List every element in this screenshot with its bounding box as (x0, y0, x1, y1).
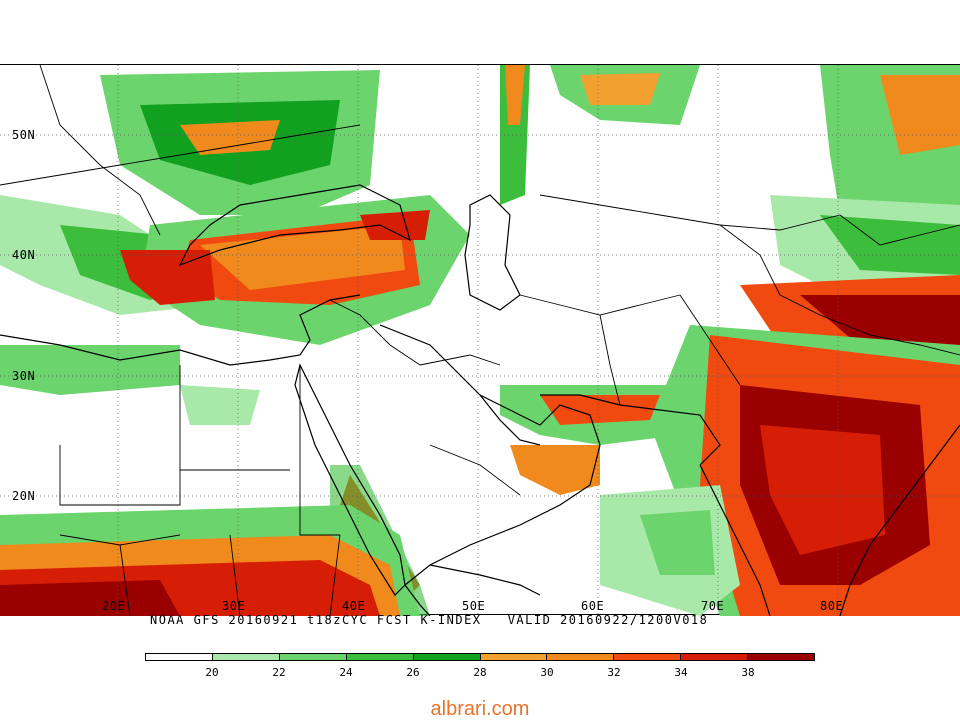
field-himalaya-dark (800, 295, 960, 355)
map-caption: NOAA GFS 20160921 t18zCYC FCST K-INDEX V… (150, 613, 709, 627)
field-turkey-orange (200, 225, 405, 290)
field-caspian-core (505, 65, 525, 125)
field-aegean (120, 250, 215, 305)
lat-label-40n: 40N (12, 248, 36, 262)
field-africa-darkred (0, 580, 180, 616)
colorbar-segment (212, 654, 280, 660)
colorbar-tick-label: 20 (205, 666, 219, 679)
map-canvas (0, 65, 960, 616)
k-index-shading (0, 65, 960, 616)
colorbar-segment (346, 654, 414, 660)
colorbar-segment (480, 654, 548, 660)
colorbar-segment (614, 654, 682, 660)
field-central-asia-core (820, 215, 960, 275)
lat-label-20n: 20N (12, 489, 36, 503)
field-gulf-red (540, 395, 660, 425)
k-index-map: 50N 40N 30N 20N 20E 30E 40E 50E 60E 70E … (0, 64, 960, 616)
lon-label-30e: 30E (222, 599, 246, 613)
lat-label-30n: 30N (12, 369, 36, 383)
borders (0, 65, 960, 616)
graticule (0, 65, 960, 616)
colorbar-tick-label: 38 (741, 666, 755, 679)
field-turkey-darkred (360, 210, 430, 240)
lon-label-60e: 60E (581, 599, 605, 613)
lon-label-40e: 40E (342, 599, 366, 613)
field-north-europe-orange (180, 120, 280, 155)
lon-label-70e: 70E (701, 599, 725, 613)
field-north-central-orange (580, 73, 660, 105)
lon-label-20e: 20E (102, 599, 126, 613)
field-arabian-sea-core (640, 510, 715, 575)
coastlines (0, 184, 960, 616)
colorbar-tick-label: 34 (674, 666, 688, 679)
colorbar-segment (748, 654, 815, 660)
field-oman (510, 445, 600, 495)
colorbar-segment (413, 654, 481, 660)
colorbar-segment (547, 654, 615, 660)
colorbar-tick-label: 26 (406, 666, 420, 679)
colorbar (145, 653, 815, 661)
field-libya (180, 385, 260, 425)
colorbar-tick-label: 22 (272, 666, 286, 679)
colorbar-segment (681, 654, 749, 660)
field-india-core (760, 425, 885, 555)
colorbar-tick-label: 32 (607, 666, 621, 679)
watermark: albrari.com (430, 698, 530, 720)
colorbar-tick-label: 30 (540, 666, 554, 679)
colorbar-tick-label: 24 (339, 666, 353, 679)
lat-label-50n: 50N (12, 128, 36, 142)
colorbar-segment (279, 654, 347, 660)
lon-label-80e: 80E (820, 599, 844, 613)
lon-label-50e: 50E (462, 599, 486, 613)
colorbar-tick-label: 28 (473, 666, 487, 679)
colorbar-segment (146, 654, 213, 660)
